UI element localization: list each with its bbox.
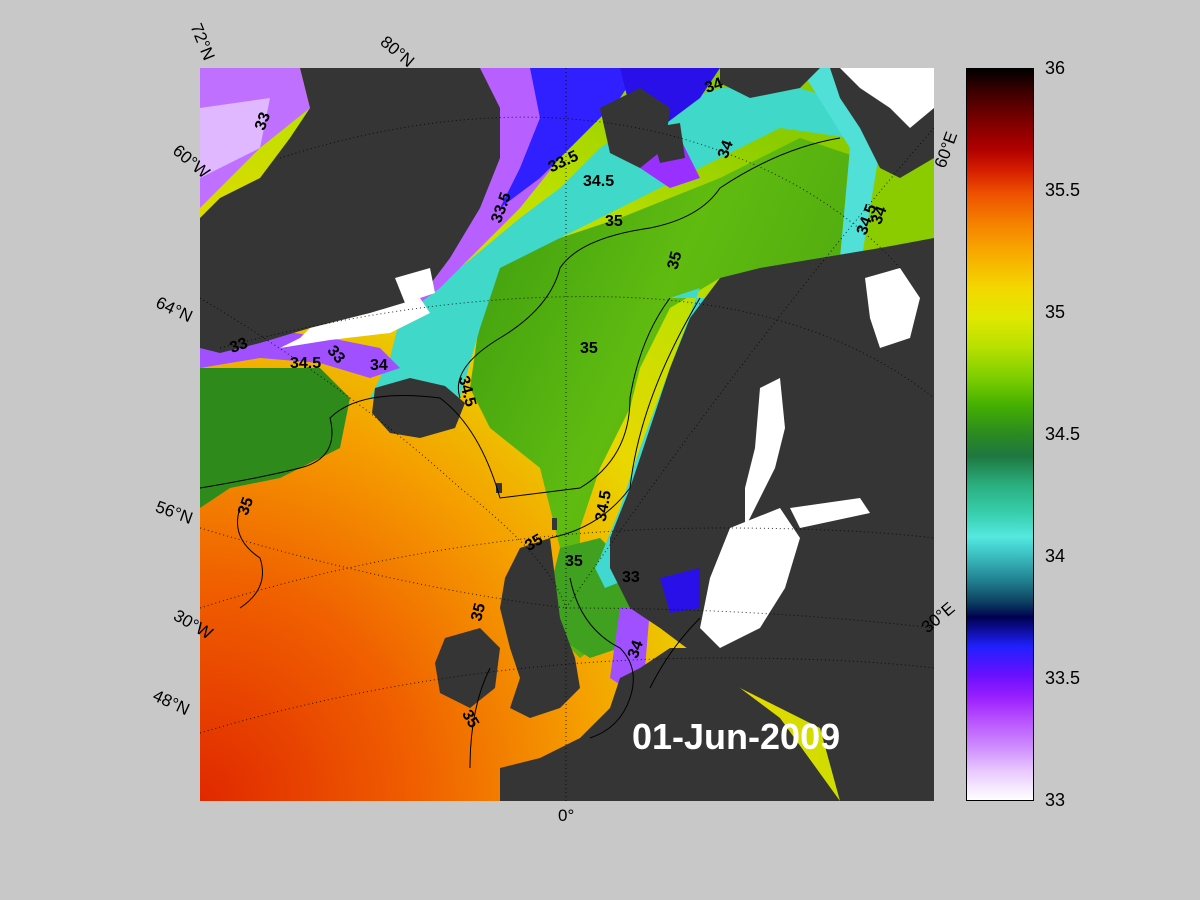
lat-label-80n: 80°N [376,32,418,72]
greenland-ice [280,298,430,348]
iceland [372,378,465,438]
east-greenland-blue [500,68,640,208]
contour-label: 33 [622,569,640,586]
continental-europe [500,648,840,801]
gulf-of-bothnia [745,378,785,528]
contour-label: 35 [235,495,257,518]
contour-label: 35 [468,601,489,623]
arctic-islands [720,68,820,98]
shetland [552,518,557,530]
great-britain [500,538,580,718]
contour-label: 35 [665,250,686,272]
contour-label: 34 [868,204,890,227]
lat-label-72n: 72°N [186,20,219,63]
gulf-of-finland [790,498,870,528]
contour-label: 34.5 [593,489,615,523]
colorbar-tick: 34 [1045,546,1066,566]
date-label: 01-Jun-2009 [632,716,841,757]
contour-label: 34 [703,75,726,97]
white-sea [865,268,920,348]
baltic-sea [700,508,800,648]
colorbar-tick: 33.5 [1045,668,1081,688]
lat-label-56n: 56°N [153,497,196,528]
lon-label-0: 0° [558,806,575,825]
contour-label: 34.5 [290,355,321,372]
greenland-ice-2 [395,268,435,303]
lon-label-60e: 60°E [930,129,962,171]
baffin-light [200,98,270,178]
contour-label: 34.5 [583,173,614,190]
contour-label: 34 [715,138,737,161]
salinity-map: 33 33.5 33.5 34.5 35 35 34 34 34.5 34 35… [200,68,934,801]
contour-label: 33 [228,335,251,357]
contour-label: 35 [565,553,583,570]
kattegat [660,568,700,613]
colorbar-tick: 34.5 [1045,424,1081,444]
contour-label: 35 [522,531,546,555]
colorbar-tick: 35 [1045,302,1066,322]
contour-label: 35 [605,213,623,230]
colorbar-tick: 33 [1045,790,1066,810]
irminger-green [200,368,350,508]
faroe-islands [496,483,502,493]
lat-label-48n: 48°N [149,685,193,720]
contour-label: 33 [252,110,274,133]
lat-label-64n: 64°N [152,292,196,327]
salinity-colorbar [966,68,1034,801]
ireland [435,628,500,708]
colorbar-tick: 35.5 [1045,180,1081,200]
colorbar-tick: 36 [1045,58,1066,78]
arctic-ice-right [840,68,934,128]
contour-label: 35 [458,707,482,731]
contour-label: 35 [580,340,598,357]
contour-label: 34 [625,638,647,661]
contour-label: 34 [370,357,388,374]
